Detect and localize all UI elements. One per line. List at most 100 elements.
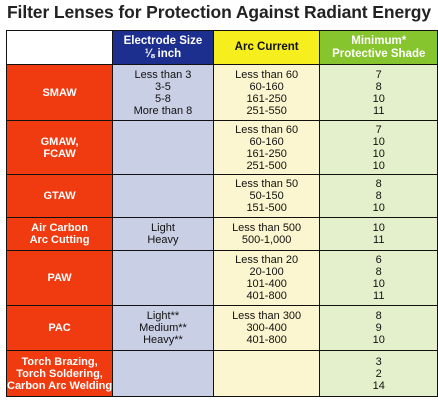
shade-line: 2 bbox=[375, 367, 382, 380]
shade-cell: 8 9 10 bbox=[319, 305, 438, 351]
process-line: PAC bbox=[48, 322, 71, 334]
header-row: Electrode Size ⅛ inch Arc Current Minimu… bbox=[5, 30, 438, 65]
table-row: Torch Brazing, Torch Soldering, Carbon A… bbox=[5, 350, 438, 397]
arc-current-line: 50-150 bbox=[249, 190, 284, 202]
arc-current-line: Less than 60 bbox=[235, 123, 299, 136]
arc-current-line: 20-100 bbox=[249, 266, 284, 278]
process-line: Torch Brazing, bbox=[21, 355, 98, 368]
header-arc-current: Arc Current bbox=[212, 30, 321, 65]
arc-current-line: Less than 300 bbox=[232, 310, 302, 322]
arc-current-line: 500-1,000 bbox=[241, 234, 292, 246]
process-line: GTAW bbox=[43, 190, 76, 202]
process-cell: GTAW bbox=[5, 174, 114, 218]
shade-line: 11 bbox=[373, 290, 385, 302]
process-line: Torch Soldering, bbox=[16, 367, 103, 380]
arc-current-cell: Less than 50 50-150 151-500 bbox=[212, 174, 321, 218]
table-row: GMAW, FCAW Less than 60 60-160 161-250 2… bbox=[5, 120, 438, 175]
process-cell: Torch Brazing, Torch Soldering, Carbon A… bbox=[5, 350, 114, 397]
arc-current-line: 161-250 bbox=[246, 147, 287, 160]
shade-line: 7 bbox=[375, 123, 382, 136]
arc-current-line: 251-500 bbox=[246, 159, 287, 172]
shade-line: 8 bbox=[375, 178, 382, 190]
electrode-line: 3-5 bbox=[155, 80, 171, 93]
shade-line: 10 bbox=[372, 92, 385, 105]
arc-current-cell: Less than 20 20-100 101-400 401-800 bbox=[212, 250, 321, 306]
page-title: Filter Lenses for Protection Against Rad… bbox=[6, 2, 432, 22]
process-cell: Air Carbon Arc Cutting bbox=[5, 217, 114, 251]
header-shade-line1: Minimum* bbox=[351, 34, 407, 47]
shade-line: 8 bbox=[375, 190, 382, 202]
shade-line: 10 bbox=[372, 135, 385, 148]
shade-cell: 10 11 bbox=[319, 217, 438, 251]
header-electrode-size: Electrode Size ⅛ inch bbox=[112, 30, 214, 65]
shade-line: 10 bbox=[372, 278, 385, 290]
arc-current-line: 401-800 bbox=[246, 334, 287, 346]
shade-line: 10 bbox=[372, 222, 385, 234]
electrode-cell bbox=[112, 120, 214, 175]
process-line: GMAW, bbox=[40, 135, 79, 148]
arc-current-cell: Less than 60 60-160 161-250 251-550 bbox=[212, 64, 321, 121]
arc-current-cell bbox=[212, 350, 321, 397]
shade-cell: 7 10 10 10 bbox=[319, 120, 438, 175]
arc-current-line: 300-400 bbox=[246, 322, 287, 334]
electrode-cell bbox=[112, 250, 214, 306]
shade-line: 8 bbox=[375, 80, 382, 93]
shade-line: 6 bbox=[375, 254, 382, 266]
electrode-cell: Light** Medium** Heavy** bbox=[112, 305, 214, 351]
process-cell: PAW bbox=[5, 250, 114, 306]
process-line: Air Carbon bbox=[31, 222, 88, 234]
arc-current-line: Less than 50 bbox=[235, 178, 299, 190]
filter-lens-table: Electrode Size ⅛ inch Arc Current Minimu… bbox=[5, 30, 438, 397]
electrode-line: Heavy** bbox=[143, 334, 183, 346]
header-electrode-line2: ⅛ inch bbox=[144, 47, 182, 60]
process-line: PAW bbox=[47, 272, 72, 284]
header-shade-line2: Protective Shade bbox=[332, 47, 426, 60]
process-line: SMAW bbox=[42, 86, 77, 99]
shade-cell: 3 2 14 bbox=[319, 350, 438, 397]
shade-line: 9 bbox=[375, 322, 382, 334]
process-cell: GMAW, FCAW bbox=[5, 120, 114, 175]
shade-line: 10 bbox=[372, 147, 385, 160]
electrode-cell bbox=[112, 350, 214, 397]
arc-current-line: Less than 500 bbox=[232, 222, 302, 234]
process-cell: SMAW bbox=[5, 64, 114, 121]
arc-current-cell: Less than 300 300-400 401-800 bbox=[212, 305, 321, 351]
header-electrode-line1: Electrode Size bbox=[123, 34, 203, 47]
shade-line: 10 bbox=[372, 334, 385, 346]
shade-line: 8 bbox=[375, 266, 382, 278]
arc-current-cell: Less than 500 500-1,000 bbox=[212, 217, 321, 251]
shade-line: 14 bbox=[372, 379, 385, 392]
electrode-line: Heavy bbox=[147, 234, 179, 246]
shade-line: 11 bbox=[373, 104, 385, 117]
shade-line: 3 bbox=[375, 355, 382, 368]
arc-current-line: Less than 20 bbox=[235, 254, 299, 266]
arc-current-line: 101-400 bbox=[246, 278, 287, 290]
shade-line: 11 bbox=[373, 234, 385, 246]
process-cell: PAC bbox=[5, 305, 114, 351]
electrode-line: More than 8 bbox=[133, 104, 193, 117]
electrode-cell: Light Heavy bbox=[112, 217, 214, 251]
process-line: FCAW bbox=[43, 147, 76, 160]
header-protective-shade: Minimum* Protective Shade bbox=[319, 30, 438, 65]
shade-cell: 7 8 10 11 bbox=[319, 64, 438, 121]
electrode-line: Less than 3 bbox=[134, 68, 192, 81]
shade-cell: 6 8 10 11 bbox=[319, 250, 438, 306]
arc-current-line: 60-160 bbox=[249, 135, 284, 148]
table-row: SMAW Less than 3 3-5 5-8 More than 8 Les… bbox=[5, 64, 438, 121]
shade-line: 10 bbox=[372, 202, 385, 214]
shade-cell: 8 8 10 bbox=[319, 174, 438, 218]
header-blank-cell bbox=[5, 30, 114, 65]
electrode-line: 5-8 bbox=[155, 92, 171, 105]
shade-line: 10 bbox=[372, 159, 385, 172]
electrode-cell: Less than 3 3-5 5-8 More than 8 bbox=[112, 64, 214, 121]
electrode-line: Light bbox=[151, 222, 175, 234]
electrode-line: Medium** bbox=[139, 322, 187, 334]
arc-current-line: 401-800 bbox=[246, 290, 287, 302]
arc-current-line: 60-160 bbox=[249, 80, 284, 93]
table-row: PAC Light** Medium** Heavy** Less than 3… bbox=[5, 305, 438, 351]
table-row: Air Carbon Arc Cutting Light Heavy Less … bbox=[5, 217, 438, 251]
process-line: Carbon Arc Welding bbox=[7, 379, 113, 392]
table-row: GTAW Less than 50 50-150 151-500 8 8 10 bbox=[5, 174, 438, 218]
shade-line: 7 bbox=[375, 68, 382, 81]
shade-line: 8 bbox=[375, 310, 382, 322]
